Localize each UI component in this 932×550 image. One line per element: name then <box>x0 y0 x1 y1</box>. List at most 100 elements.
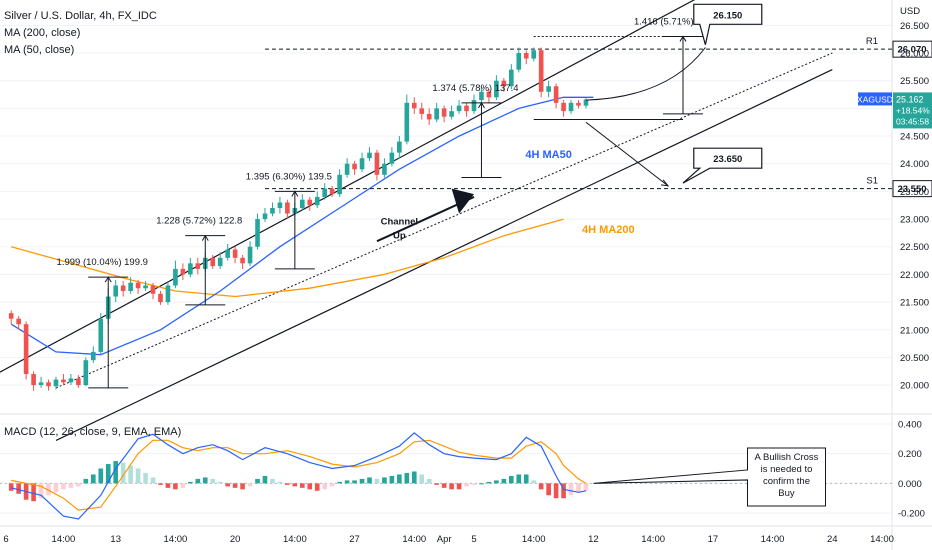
macd-histogram-bar <box>307 483 313 490</box>
macd-legend: MACD (12, 26, close, 9, EMA, EMA) <box>4 426 182 438</box>
candle-body <box>277 202 283 208</box>
time-axis[interactable]: 6 14:00 13 14:00 20 14:00 27 14:00 Apr 5 14:00 12 14… <box>3 534 894 545</box>
macd-histogram-bar <box>508 475 514 484</box>
candle-body <box>307 199 313 206</box>
time-tick: 14:00 <box>164 534 188 545</box>
macd-histogram-bar <box>195 478 201 484</box>
candle-body <box>314 196 320 206</box>
time-tick: 24 <box>827 534 838 545</box>
macd-histogram-bar <box>464 483 469 487</box>
time-tick: 12 <box>588 534 599 545</box>
macd-histogram-bar <box>374 478 380 484</box>
candle-body <box>426 113 432 120</box>
candle-body <box>158 293 163 303</box>
candle-body <box>516 53 522 70</box>
level-value: 23.550 <box>897 184 926 195</box>
macd-histogram-bar <box>38 483 44 499</box>
macd-histogram-bar <box>382 477 387 484</box>
price-tag-value: 25.162 <box>896 94 924 104</box>
macd-histogram-bar <box>217 481 223 484</box>
candle-body <box>262 213 268 220</box>
symbol-tag-text: XAGUSD <box>857 94 893 104</box>
price-tick: 22.500 <box>900 242 929 253</box>
candle-body <box>359 158 365 170</box>
candle-body <box>232 249 238 258</box>
candle-body <box>464 105 469 112</box>
level-value: 26.070 <box>897 45 926 56</box>
candle-body <box>374 152 380 175</box>
macd-histogram-bar <box>232 483 238 488</box>
macd-histogram-bar <box>247 483 253 487</box>
candle-body <box>247 246 253 264</box>
candle-body <box>38 382 44 386</box>
candle-body <box>456 105 462 112</box>
macd-histogram-bar <box>143 472 148 484</box>
candle-body <box>494 80 499 98</box>
channel-upper-line <box>0 0 696 373</box>
candle-body <box>83 360 89 386</box>
candle-body <box>53 379 59 387</box>
time-tick: Apr <box>437 534 452 545</box>
macd-histogram-bar <box>568 483 574 496</box>
macd-histogram-bar <box>471 483 477 485</box>
macd-histogram-bar <box>419 474 425 484</box>
time-tick: 5 <box>471 534 476 545</box>
macd-axis: 0.400 0.200 0.000 -0.200 <box>898 419 925 519</box>
channel-mid-line <box>55 52 833 389</box>
target-callout-label: 23.650 <box>713 154 742 165</box>
macd-note-text: confirm the <box>763 476 810 487</box>
ma50-label: 4H MA50 <box>525 149 571 161</box>
macd-histogram-bar <box>314 483 320 491</box>
time-tick: 20 <box>230 534 241 545</box>
candle-body <box>270 208 275 214</box>
candle-body <box>23 324 29 375</box>
macd-histogram-bar <box>344 480 350 484</box>
price-tick: 20.500 <box>900 353 929 364</box>
swing-label: 1.374 (5.78%) 137.4 <box>432 83 518 94</box>
swing-label: 1.395 (6.30%) 139.5 <box>246 171 332 182</box>
candle-body <box>329 188 335 195</box>
candle-body <box>344 163 350 175</box>
macd-histogram-bar <box>329 483 335 487</box>
macd-histogram-bar <box>531 480 537 484</box>
macd-histogram-bar <box>576 483 581 493</box>
grid <box>0 24 892 514</box>
trend-arrow-head <box>451 188 474 214</box>
time-tick: 14:00 <box>402 534 426 545</box>
candle-body <box>188 263 193 275</box>
candle-body <box>449 111 454 117</box>
time-tick: 14:00 <box>870 534 894 545</box>
swing-label: 1.228 (5.72%) 122.8 <box>156 216 242 227</box>
candle-body <box>546 86 551 92</box>
candle-body <box>90 351 96 361</box>
candle-body <box>8 313 14 319</box>
candle-body <box>538 50 544 92</box>
ma50-legend: MA (50, close) <box>4 44 75 56</box>
macd-histogram-bar <box>105 464 111 484</box>
macd-histogram-bar <box>277 481 283 484</box>
target-callout <box>682 147 763 184</box>
macd-histogram-bar <box>120 462 126 484</box>
candle-body <box>240 257 245 264</box>
price-tag-countdown: 03:45:58 <box>896 116 929 126</box>
macd-histogram-bar <box>546 483 551 496</box>
ma200-line <box>11 218 564 298</box>
candle-body <box>486 91 492 98</box>
level-name: R1 <box>866 36 878 47</box>
symbol-tag <box>858 92 892 106</box>
candle-body <box>576 102 581 106</box>
price-tick: 21.500 <box>900 298 929 309</box>
level-tag <box>892 40 932 58</box>
price-axis[interactable]: USD26.50026.00025.50025.00024.50024.0002… <box>857 6 932 392</box>
macd-note-text: is needed to <box>761 464 813 475</box>
candle-body <box>501 80 507 87</box>
candle-body <box>434 108 439 120</box>
macd-histogram-bar <box>583 483 589 491</box>
candle-body <box>76 378 81 386</box>
candle-body <box>217 257 223 267</box>
candle-body <box>553 86 559 103</box>
candle-body <box>210 257 216 267</box>
macd-histogram-bar <box>389 475 395 484</box>
ma200-label: 4H MA200 <box>582 224 635 236</box>
